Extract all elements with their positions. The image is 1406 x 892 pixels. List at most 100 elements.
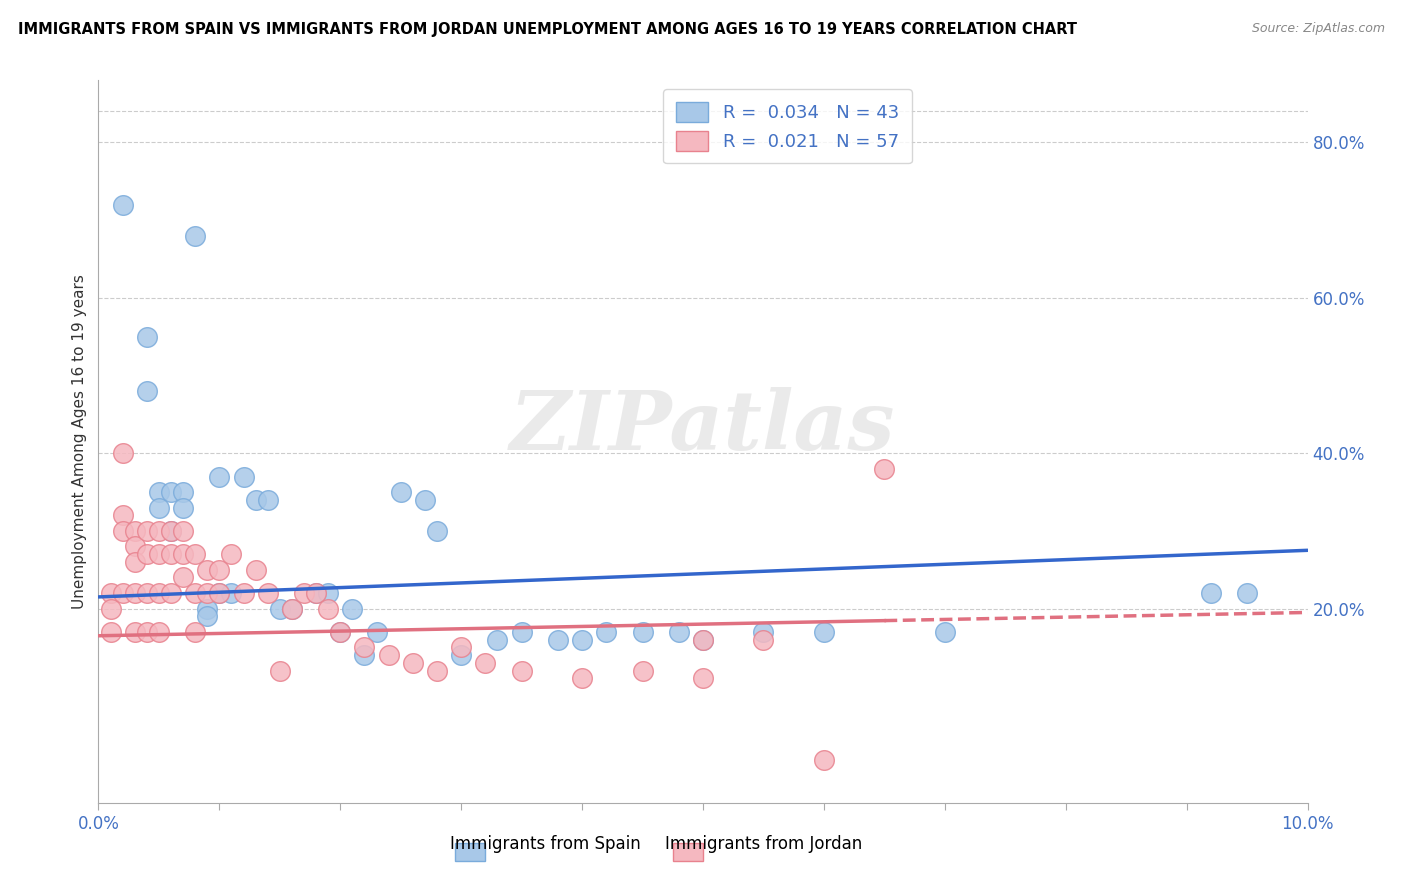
Point: [221, 586, 243, 600]
Point: [316, 586, 339, 600]
Point: [148, 485, 170, 500]
Y-axis label: Unemployment Among Ages 16 to 19 years: Unemployment Among Ages 16 to 19 years: [72, 274, 87, 609]
Point: [510, 624, 533, 639]
Point: [631, 624, 654, 639]
Point: [934, 624, 956, 639]
Point: [547, 632, 569, 647]
Point: [184, 586, 207, 600]
Point: [124, 540, 146, 554]
Point: [377, 648, 399, 663]
Text: Immigrants from Jordan: Immigrants from Jordan: [665, 836, 862, 854]
Point: [100, 586, 122, 600]
Point: [329, 624, 352, 639]
Point: [208, 563, 231, 577]
Point: [160, 485, 183, 500]
Point: [292, 586, 315, 600]
Point: [208, 469, 231, 483]
Point: [160, 547, 183, 561]
Point: [172, 500, 194, 515]
Point: [692, 632, 714, 647]
Text: Source: ZipAtlas.com: Source: ZipAtlas.com: [1251, 22, 1385, 36]
Point: [813, 624, 835, 639]
Legend: R =  0.034   N = 43, R =  0.021   N = 57: R = 0.034 N = 43, R = 0.021 N = 57: [664, 89, 911, 163]
Point: [111, 586, 134, 600]
Point: [172, 570, 194, 584]
Point: [752, 632, 775, 647]
Point: [172, 547, 194, 561]
Point: [148, 524, 170, 538]
Point: [124, 624, 146, 639]
Point: [571, 632, 593, 647]
Point: [221, 547, 243, 561]
Point: [184, 547, 207, 561]
Point: [571, 672, 593, 686]
Point: [135, 624, 157, 639]
Point: [184, 624, 207, 639]
Point: [160, 524, 183, 538]
Point: [172, 524, 194, 538]
Point: [124, 555, 146, 569]
Text: ZIPatlas: ZIPatlas: [510, 387, 896, 467]
Point: [111, 197, 134, 211]
Point: [668, 624, 690, 639]
Point: [389, 485, 412, 500]
Point: [413, 492, 436, 507]
Point: [813, 753, 835, 767]
Point: [873, 461, 896, 475]
Point: [316, 601, 339, 615]
Point: [474, 656, 496, 670]
Point: [135, 524, 157, 538]
Text: IMMIGRANTS FROM SPAIN VS IMMIGRANTS FROM JORDAN UNEMPLOYMENT AMONG AGES 16 TO 19: IMMIGRANTS FROM SPAIN VS IMMIGRANTS FROM…: [18, 22, 1077, 37]
Point: [148, 624, 170, 639]
Point: [172, 485, 194, 500]
Point: [269, 664, 291, 678]
Point: [195, 601, 218, 615]
FancyBboxPatch shape: [456, 843, 485, 861]
Point: [135, 384, 157, 398]
Point: [1199, 586, 1222, 600]
Point: [281, 601, 304, 615]
Point: [692, 672, 714, 686]
Point: [486, 632, 509, 647]
Point: [135, 329, 157, 343]
Point: [124, 586, 146, 600]
Point: [366, 624, 388, 639]
Point: [269, 601, 291, 615]
Point: [100, 624, 122, 639]
Point: [256, 586, 278, 600]
Point: [232, 586, 254, 600]
Point: [245, 563, 267, 577]
Point: [195, 563, 218, 577]
Point: [135, 547, 157, 561]
Point: [195, 609, 218, 624]
Point: [111, 508, 134, 523]
Point: [1236, 586, 1258, 600]
Point: [124, 524, 146, 538]
Point: [208, 586, 231, 600]
Point: [148, 547, 170, 561]
FancyBboxPatch shape: [672, 843, 703, 861]
Point: [160, 524, 183, 538]
Point: [160, 586, 183, 600]
Point: [111, 524, 134, 538]
Point: [208, 586, 231, 600]
Point: [148, 586, 170, 600]
Point: [135, 586, 157, 600]
Point: [510, 664, 533, 678]
Point: [692, 632, 714, 647]
Point: [402, 656, 425, 670]
Point: [595, 624, 617, 639]
Point: [305, 586, 328, 600]
Point: [184, 228, 207, 243]
Point: [450, 640, 472, 655]
Point: [245, 492, 267, 507]
Point: [305, 586, 328, 600]
Point: [631, 664, 654, 678]
Point: [148, 500, 170, 515]
Point: [342, 601, 364, 615]
Point: [353, 640, 375, 655]
Point: [232, 469, 254, 483]
Point: [329, 624, 352, 639]
Text: Immigrants from Spain: Immigrants from Spain: [450, 836, 641, 854]
Point: [111, 446, 134, 460]
